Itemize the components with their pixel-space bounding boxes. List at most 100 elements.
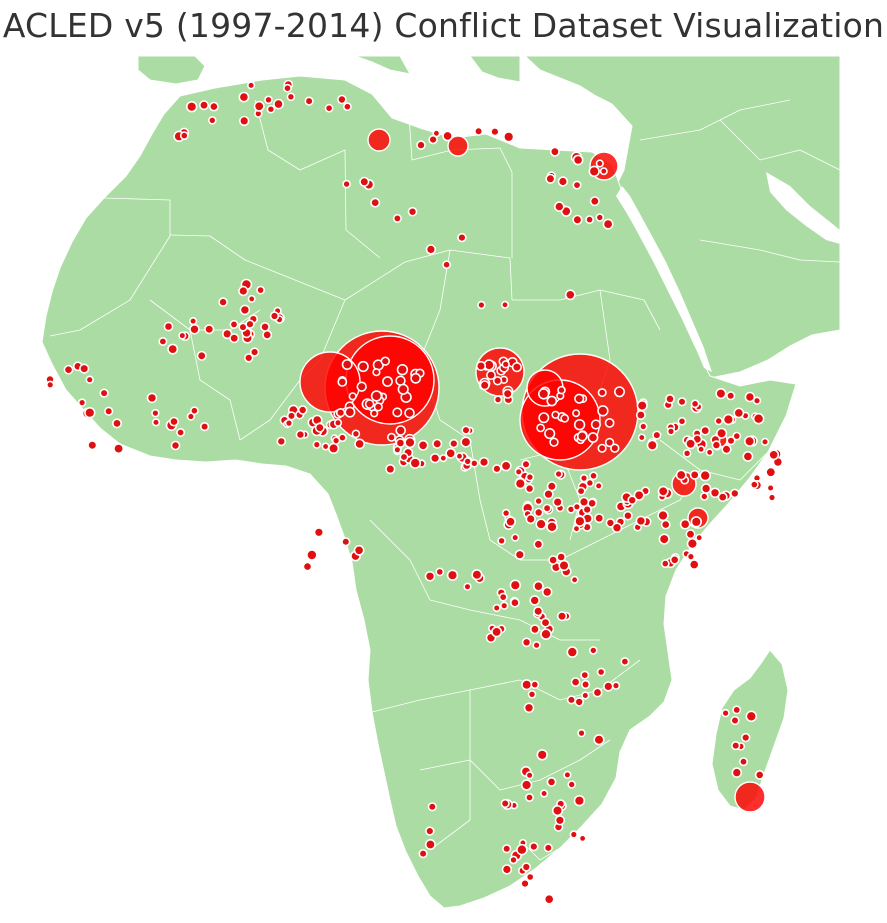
event-marker bbox=[597, 443, 607, 453]
event-marker bbox=[709, 487, 721, 499]
event-marker bbox=[409, 457, 422, 469]
map-title: ACLED v5 (1997-2014) Conflict Dataset Vi… bbox=[2, 6, 885, 45]
event-marker bbox=[146, 392, 158, 404]
event-marker bbox=[199, 100, 210, 111]
event-marker bbox=[675, 469, 687, 481]
event-marker bbox=[286, 92, 296, 102]
event-marker bbox=[449, 438, 459, 449]
event-marker bbox=[104, 406, 114, 416]
event-marker bbox=[425, 826, 435, 836]
event-marker bbox=[726, 391, 736, 401]
event-marker bbox=[395, 425, 407, 436]
event-marker bbox=[543, 893, 555, 905]
event-marker bbox=[432, 438, 443, 449]
event-marker bbox=[463, 457, 473, 466]
event-marker bbox=[545, 173, 556, 184]
event-marker bbox=[592, 687, 603, 698]
event-marker bbox=[502, 844, 512, 854]
event-marker bbox=[657, 509, 669, 522]
event-marker bbox=[572, 214, 583, 225]
event-marker bbox=[553, 201, 565, 212]
event-marker bbox=[660, 519, 671, 530]
event-marker bbox=[717, 492, 728, 503]
event-marker bbox=[253, 100, 265, 112]
event-marker bbox=[386, 432, 396, 442]
event-marker bbox=[264, 95, 273, 105]
event-marker bbox=[530, 680, 540, 689]
event-marker bbox=[429, 453, 441, 464]
event-marker bbox=[577, 728, 586, 738]
event-marker bbox=[306, 549, 318, 561]
event-marker bbox=[594, 513, 605, 524]
event-marker bbox=[341, 537, 351, 547]
event-marker bbox=[679, 518, 691, 530]
event-marker bbox=[247, 81, 256, 90]
event-marker bbox=[356, 381, 367, 392]
event-marker bbox=[525, 513, 536, 525]
event-marker bbox=[514, 477, 526, 490]
event-marker bbox=[602, 218, 614, 230]
event-marker bbox=[208, 101, 219, 112]
event-marker bbox=[505, 516, 516, 528]
event-marker bbox=[45, 380, 55, 389]
event-marker bbox=[603, 681, 614, 692]
event-marker bbox=[532, 640, 541, 650]
persian-gulf bbox=[766, 172, 840, 244]
event-marker bbox=[521, 459, 531, 469]
event-marker bbox=[635, 409, 646, 420]
event-marker bbox=[167, 343, 179, 355]
event-marker bbox=[84, 407, 96, 419]
event-marker bbox=[63, 364, 74, 375]
event-marker bbox=[189, 323, 200, 335]
event-marker bbox=[596, 667, 606, 677]
event-marker bbox=[524, 483, 535, 494]
event-marker bbox=[699, 469, 712, 482]
event-marker bbox=[711, 440, 722, 450]
event-marker bbox=[525, 771, 534, 780]
event-marker bbox=[573, 419, 586, 431]
event-marker bbox=[87, 440, 98, 451]
event-marker bbox=[511, 533, 520, 542]
event-marker bbox=[239, 304, 251, 316]
event-marker bbox=[218, 297, 228, 307]
event-marker bbox=[593, 734, 605, 746]
event-marker bbox=[554, 469, 563, 479]
event-marker bbox=[705, 448, 714, 457]
event-marker bbox=[543, 843, 553, 853]
event-marker bbox=[690, 399, 700, 409]
event-marker bbox=[77, 398, 87, 407]
event-marker bbox=[357, 360, 369, 373]
event-marker bbox=[677, 416, 687, 426]
event-marker bbox=[700, 425, 711, 436]
event-marker bbox=[463, 582, 472, 591]
event-marker bbox=[204, 324, 215, 335]
event-marker bbox=[370, 409, 379, 418]
event-marker bbox=[536, 423, 545, 433]
event-marker bbox=[715, 388, 727, 400]
event-marker bbox=[588, 646, 598, 655]
event-marker bbox=[424, 570, 436, 582]
event-marker bbox=[682, 448, 692, 458]
event-marker bbox=[552, 496, 563, 508]
event-marker bbox=[742, 450, 754, 462]
event-marker bbox=[658, 533, 670, 545]
event-marker bbox=[396, 364, 409, 376]
event-marker bbox=[342, 179, 351, 189]
event-marker bbox=[399, 452, 409, 462]
event-marker bbox=[576, 430, 588, 442]
event-marker bbox=[520, 779, 533, 791]
event-marker bbox=[364, 399, 375, 409]
event-marker bbox=[685, 438, 697, 450]
event-marker bbox=[501, 508, 511, 518]
event-marker bbox=[200, 422, 210, 432]
event-marker bbox=[752, 412, 765, 425]
event-marker bbox=[660, 559, 670, 568]
event-marker bbox=[566, 646, 579, 658]
event-marker bbox=[665, 393, 675, 404]
event-marker bbox=[563, 770, 572, 780]
event-marker bbox=[478, 456, 490, 468]
event-marker bbox=[510, 597, 520, 608]
event-marker bbox=[639, 422, 648, 431]
event-marker bbox=[738, 757, 748, 767]
